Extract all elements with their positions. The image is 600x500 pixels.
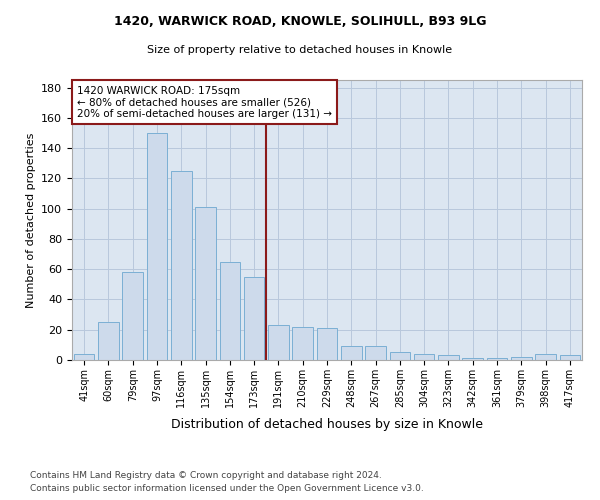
Bar	[317, 328, 337, 360]
Bar	[220, 262, 240, 360]
Bar	[98, 322, 119, 360]
Bar	[438, 356, 459, 360]
Bar	[389, 352, 410, 360]
Bar	[74, 354, 94, 360]
Bar	[244, 277, 265, 360]
Bar	[560, 356, 580, 360]
Bar	[535, 354, 556, 360]
Text: Size of property relative to detached houses in Knowle: Size of property relative to detached ho…	[148, 45, 452, 55]
Text: 1420, WARWICK ROAD, KNOWLE, SOLIHULL, B93 9LG: 1420, WARWICK ROAD, KNOWLE, SOLIHULL, B9…	[114, 15, 486, 28]
Bar	[195, 207, 216, 360]
Text: Contains HM Land Registry data © Crown copyright and database right 2024.: Contains HM Land Registry data © Crown c…	[30, 470, 382, 480]
Bar	[171, 171, 191, 360]
Y-axis label: Number of detached properties: Number of detached properties	[26, 132, 35, 308]
Bar	[365, 346, 386, 360]
Text: Contains public sector information licensed under the Open Government Licence v3: Contains public sector information licen…	[30, 484, 424, 493]
Bar	[268, 325, 289, 360]
Bar	[414, 354, 434, 360]
Bar	[122, 272, 143, 360]
Bar	[463, 358, 483, 360]
Bar	[146, 133, 167, 360]
Bar	[511, 357, 532, 360]
Bar	[292, 326, 313, 360]
Bar	[487, 358, 508, 360]
Text: 1420 WARWICK ROAD: 175sqm
← 80% of detached houses are smaller (526)
20% of semi: 1420 WARWICK ROAD: 175sqm ← 80% of detac…	[77, 86, 332, 119]
Bar	[341, 346, 362, 360]
X-axis label: Distribution of detached houses by size in Knowle: Distribution of detached houses by size …	[171, 418, 483, 431]
